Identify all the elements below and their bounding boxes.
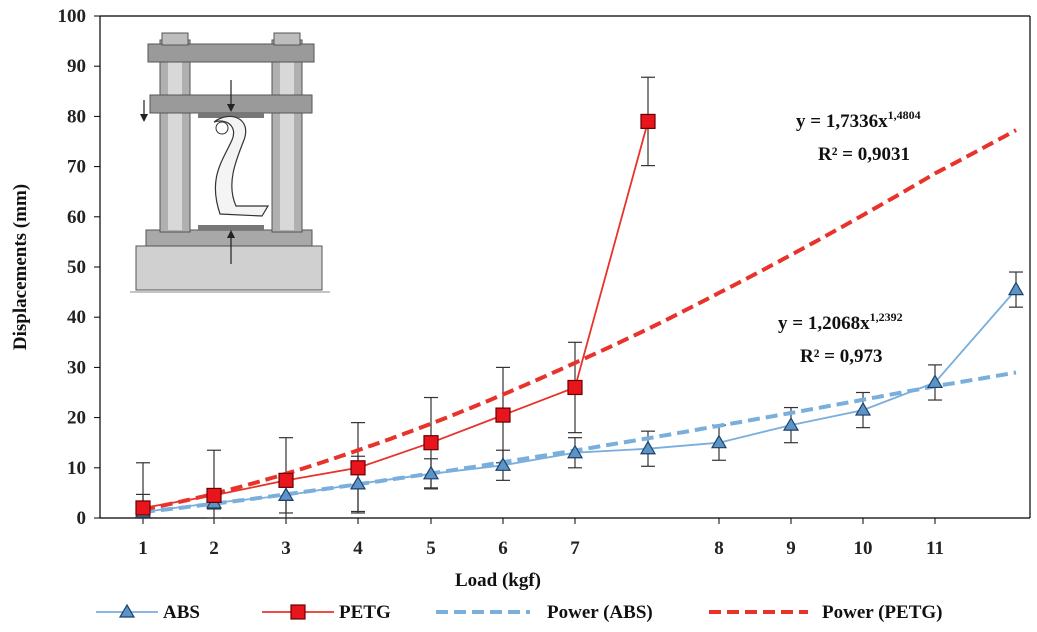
petg-point bbox=[640, 113, 656, 130]
abs-equation-formula: y = 1,2068x1,2392 bbox=[778, 310, 903, 334]
abs-point bbox=[566, 444, 584, 459]
petg-point bbox=[495, 407, 511, 423]
x-tick-label: 6 bbox=[498, 538, 508, 559]
abs-point bbox=[639, 440, 657, 455]
legend-label: PETG bbox=[339, 602, 391, 623]
abs-point bbox=[782, 416, 800, 431]
x-tick-label: 1 bbox=[138, 538, 148, 559]
y-tick-label: 10 bbox=[67, 458, 86, 479]
abs-equation-r2: R² = 0,973 bbox=[800, 346, 883, 367]
x-tick-label: 3 bbox=[281, 538, 291, 559]
y-tick-label: 30 bbox=[67, 357, 86, 378]
y-tick-label: 20 bbox=[67, 408, 86, 429]
y-tick-label: 40 bbox=[67, 307, 86, 328]
abs-point bbox=[1007, 281, 1025, 296]
press-illustration bbox=[130, 32, 330, 293]
petg-point bbox=[423, 435, 439, 451]
petg-point bbox=[350, 460, 366, 476]
petg-point bbox=[206, 487, 222, 504]
abs-point bbox=[854, 401, 872, 416]
petg-line bbox=[142, 121, 649, 509]
y-axis-title: Displacements (mm) bbox=[10, 184, 31, 350]
petg-equation-r2: R² = 0,9031 bbox=[818, 144, 910, 165]
abs-point bbox=[277, 487, 295, 502]
y-tick-label: 50 bbox=[67, 257, 86, 278]
abs-point bbox=[349, 475, 367, 490]
y-tick-label: 0 bbox=[77, 508, 87, 529]
equation-annotations: y = 1,7336x1,4804 R² = 0,9031 y = 1,2068x1… bbox=[778, 108, 921, 367]
y-tick-label: 100 bbox=[58, 6, 87, 27]
x-tick-label: 11 bbox=[926, 538, 944, 559]
petg-point bbox=[278, 472, 294, 488]
x-tick-label: 2 bbox=[209, 538, 219, 559]
x-tick-label: 10 bbox=[854, 538, 873, 559]
y-tick-label: 80 bbox=[67, 106, 86, 127]
plot-area: 0 10 20 30 40 50 60 70 80 90 100 1 2 3 4 5 6 7 8 9 10 11 Load … bbox=[10, 6, 1031, 591]
x-tick-label: 8 bbox=[714, 538, 724, 559]
x-tick-label: 4 bbox=[353, 538, 363, 559]
petg-equation-formula: y = 1,7336x1,4804 bbox=[796, 108, 921, 132]
petg-point bbox=[135, 500, 151, 516]
legend-marker bbox=[118, 603, 136, 618]
legend: ABS PETG Power (ABS) Power (PETG) bbox=[96, 602, 943, 623]
abs-point bbox=[926, 374, 944, 389]
x-tick-label: 5 bbox=[426, 538, 436, 559]
legend-label: ABS bbox=[163, 602, 200, 623]
y-tick-label: 70 bbox=[67, 157, 86, 178]
y-tick-label: 60 bbox=[67, 207, 86, 228]
y-tick-label: 90 bbox=[67, 56, 86, 77]
legend-marker bbox=[290, 604, 306, 620]
legend-label: Power (ABS) bbox=[547, 602, 653, 623]
x-tick-label: 9 bbox=[786, 538, 796, 559]
petg-point bbox=[567, 379, 583, 396]
abs-point bbox=[710, 434, 728, 449]
legend-label: Power (PETG) bbox=[822, 602, 943, 623]
abs-point bbox=[494, 457, 512, 471]
abs-point bbox=[422, 465, 440, 480]
x-tick-label: 7 bbox=[570, 538, 580, 559]
x-axis-title: Load (kgf) bbox=[455, 570, 541, 591]
